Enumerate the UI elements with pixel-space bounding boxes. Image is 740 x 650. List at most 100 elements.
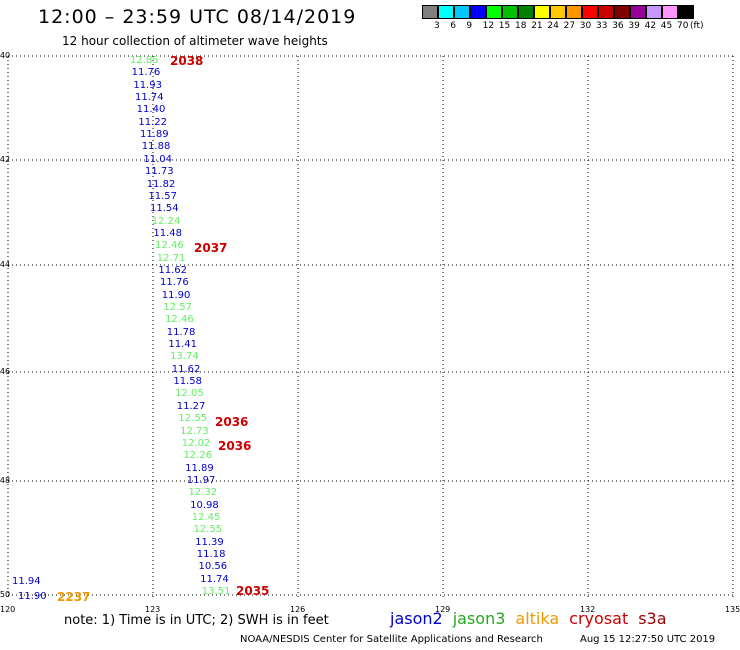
color-swatch [646, 5, 662, 19]
color-scale-label: 6 [450, 21, 456, 31]
wave-height-value: 11.76 [160, 277, 189, 289]
satellite-legend-s3a: s3a [638, 609, 667, 628]
wave-height-value: 11.62 [171, 363, 201, 375]
longitude-label: 123 [145, 605, 161, 614]
longitude-label: 132 [580, 605, 596, 614]
satellite-legend-cryosat: cryosat [569, 609, 629, 628]
latitude-label: -46 [0, 367, 11, 376]
wave-height-value: 12.71 [156, 252, 186, 264]
color-scale-label: 33 [596, 21, 608, 31]
longitude-label: 129 [435, 605, 451, 614]
wave-height-value: 11.94 [12, 576, 41, 587]
color-swatch [486, 5, 502, 19]
color-scale-label: 15 [498, 21, 511, 31]
pass-time-label: 2036 [218, 439, 252, 453]
satellite-legend: jason2 jason3 altika cryosat s3a [390, 609, 677, 628]
wave-height-value: 12.26 [183, 450, 213, 462]
color-swatch [454, 5, 470, 19]
wave-height-value: 11.39 [195, 536, 224, 548]
wave-height-value: 12.02 [181, 437, 211, 449]
wave-height-value: 12.55 [193, 524, 223, 536]
color-swatch [598, 5, 614, 19]
wave-height-value: 11.48 [153, 227, 183, 239]
wave-height-value: 12.24 [151, 215, 181, 227]
color-scale-label: 12 [482, 21, 495, 31]
wave-height-value: 11.89 [140, 129, 169, 141]
pass-time-label: 2035 [236, 584, 270, 598]
wave-height-value: 11.40 [136, 104, 166, 116]
wave-height-value: 11.88 [141, 141, 171, 153]
color-swatch [678, 5, 694, 19]
color-scale-label: 9 [466, 21, 473, 31]
color-scale-label: 42 [644, 21, 657, 31]
wave-height-value: 12.55 [178, 413, 208, 425]
wave-height-value: 10.56 [198, 561, 228, 573]
color-scale-label: 45 [660, 21, 673, 31]
color-scale-label: 39 [628, 21, 640, 31]
color-scale-label: 30 [579, 21, 592, 31]
color-scale-label: 27 [563, 21, 576, 31]
color-swatch [582, 5, 598, 19]
wave-height-value: 11.90 [161, 289, 191, 301]
color-scale-label: 70 [677, 21, 689, 31]
credit-line: NOAA/NESDIS Center for Satellite Applica… [240, 634, 543, 645]
satellite-legend-jason2: jason2 [390, 609, 443, 628]
wave-height-value: 11.27 [176, 400, 206, 412]
wave-height-value: 11.93 [133, 79, 162, 91]
wave-height-value: 11.82 [146, 178, 176, 190]
color-scale-labels: 3 6 9 12 15 18 21 24 27 30 33 36 39 42 45 70 (ft) [422, 21, 740, 33]
satellite-legend-jason3: jason3 [452, 609, 506, 628]
wave-height-value: 11.18 [196, 549, 226, 560]
wave-height-value: 13.51 [201, 586, 231, 598]
units-note: note: 1) Time is in UTC; 2) SWH is in fe… [64, 613, 329, 628]
wave-height-value: 12.57 [163, 302, 193, 313]
latitude-label: -42 [0, 155, 11, 164]
wave-height-value: 12.45 [191, 511, 221, 523]
satellite-legend-altika: altika [515, 609, 560, 628]
latitude-label: -40 [0, 51, 11, 60]
color-swatch [630, 5, 646, 19]
pass-time-label: 2037 [194, 241, 228, 255]
wave-height-value: 11.57 [148, 190, 177, 202]
wave-height-value: 11.54 [150, 203, 179, 215]
color-swatch [662, 5, 678, 19]
wave-height-value: 13.74 [170, 351, 199, 363]
wave-height-value: 12.46 [165, 314, 194, 326]
longitude-label: 126 [290, 605, 306, 614]
wave-height-value: 10.98 [190, 499, 219, 511]
color-scale-label: 3 [434, 21, 440, 31]
longitude-label: 135 [725, 605, 740, 614]
wave-height-value: 11.73 [145, 166, 174, 178]
generation-timestamp: Aug 15 12:27:50 UTC 2019 [580, 634, 716, 645]
wave-height-value: 12.32 [188, 487, 218, 499]
color-swatch [470, 5, 486, 19]
longitude-label: 120 [0, 605, 16, 614]
map-title: 12:00 – 23:59 UTC 08/14/2019 [38, 6, 357, 28]
color-swatch [518, 5, 534, 19]
latitude-label: -44 [0, 260, 11, 269]
color-swatch [502, 5, 518, 19]
wave-height-value: 11.22 [138, 116, 167, 128]
wave-height-value: 12.05 [175, 388, 204, 400]
wave-height-value: 12.46 [155, 240, 184, 252]
wave-height-value: 11.90 [18, 591, 47, 602]
wave-height-value: 11.58 [173, 376, 203, 388]
wave-height-value: 12.73 [180, 425, 209, 437]
color-swatch [566, 5, 582, 19]
map-subtitle: 12 hour collection of altimeter wave hei… [62, 34, 328, 48]
latitude-label: -50 [0, 590, 11, 599]
pass-time-label: 2038 [170, 54, 204, 68]
color-swatch [422, 5, 438, 19]
wave-height-value: 11.74 [135, 92, 164, 104]
wave-height-value: 11.62 [158, 264, 188, 276]
color-scale-label: 24 [547, 21, 559, 31]
wave-height-value: 11.74 [200, 573, 229, 585]
wave-height-value: 11.76 [131, 67, 161, 79]
wave-height-value: 12.85 [130, 55, 159, 66]
color-swatch [534, 5, 550, 19]
wave-height-value: 11.04 [143, 153, 172, 165]
pass-time-label: 2237 [57, 590, 91, 604]
color-swatch [550, 5, 566, 19]
wave-height-value: 11.41 [168, 339, 198, 351]
